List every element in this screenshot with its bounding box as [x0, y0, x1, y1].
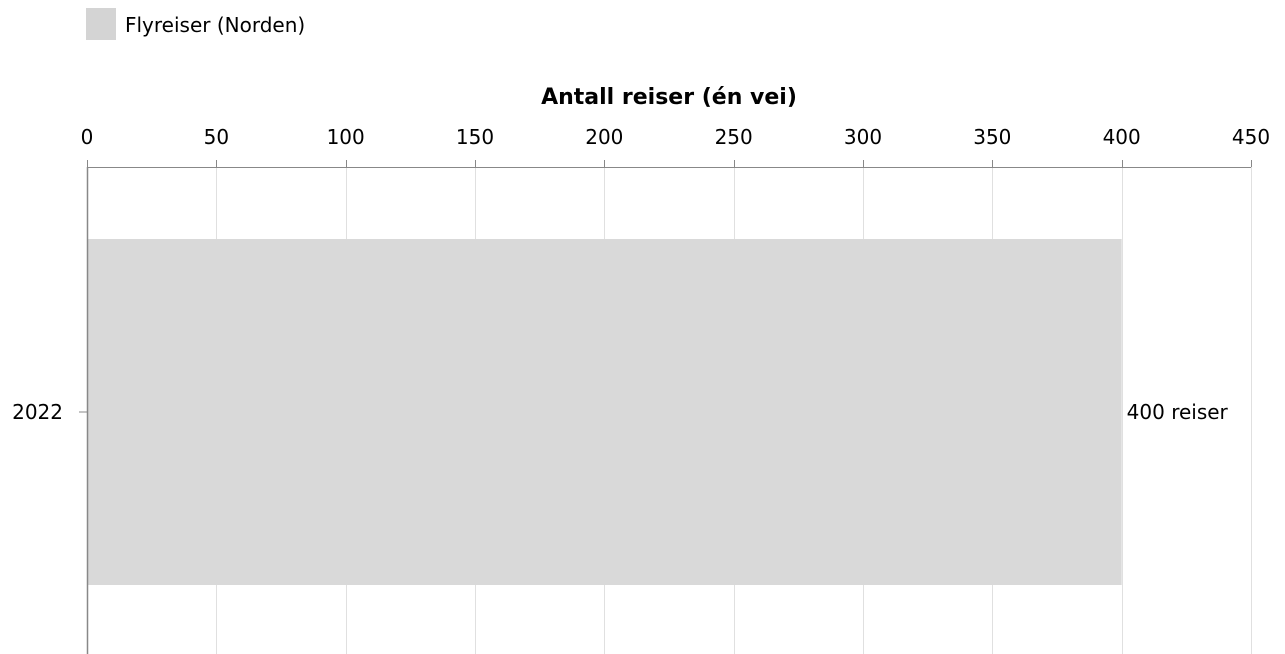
x-axis-title: Antall reiser (én vei): [541, 85, 797, 110]
x-tick-label: 50: [204, 125, 229, 149]
x-tick-label: 100: [327, 125, 365, 149]
x-tick-label: 150: [456, 125, 494, 149]
x-tick-label: 0: [81, 125, 94, 149]
legend-swatch: [86, 8, 116, 40]
x-tick-label: 250: [715, 125, 753, 149]
x-tick-label: 300: [844, 125, 882, 149]
bars: [87, 239, 1122, 585]
legend: Flyreiser (Norden): [86, 8, 305, 40]
y-tick-label: 2022: [12, 400, 63, 424]
x-tick-label: 350: [973, 125, 1011, 149]
x-tick-label: 400: [1103, 125, 1141, 149]
bar: [87, 239, 1122, 585]
labels: 0 50 100 150 200 250 300 350 400 450 2022 400 reise…: [12, 125, 1270, 424]
data-label: 400 reiser: [1127, 400, 1229, 424]
axes: [79, 160, 1252, 654]
x-tick-label: 450: [1232, 125, 1270, 149]
x-tick-label: 200: [585, 125, 623, 149]
legend-label: Flyreiser (Norden): [125, 13, 305, 37]
